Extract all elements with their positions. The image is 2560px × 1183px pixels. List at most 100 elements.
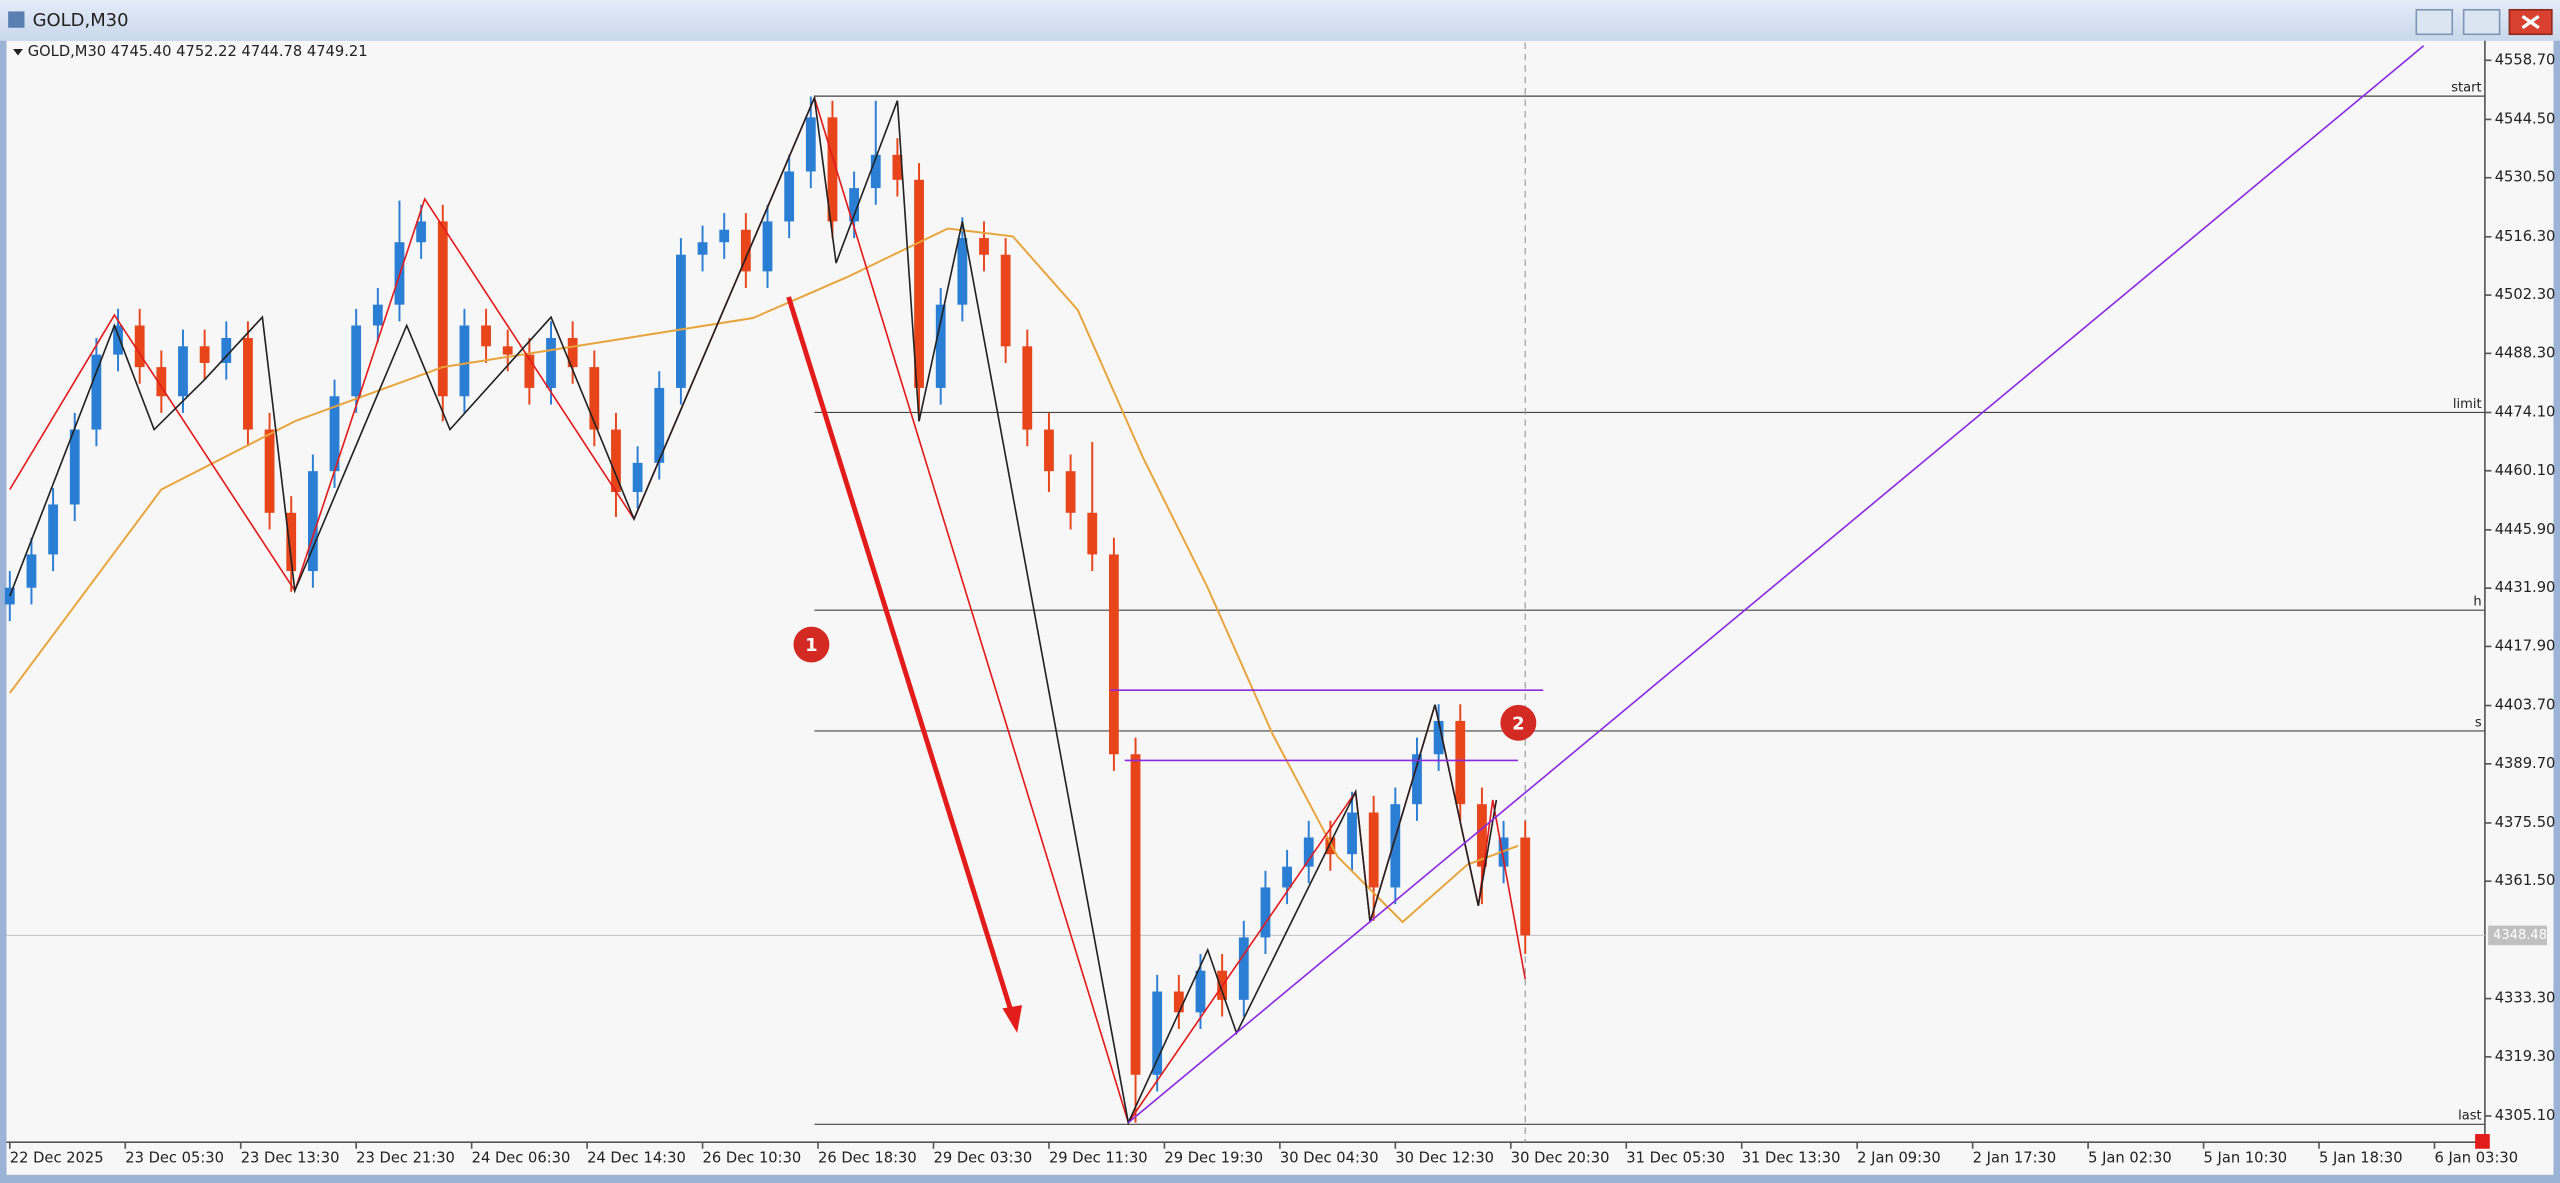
candle-body [481, 325, 491, 347]
candle-body [567, 337, 578, 368]
minimize-button[interactable] [2415, 8, 2454, 36]
annotation-label: 1 [805, 635, 817, 656]
candle-body [1065, 471, 1076, 513]
maximize-button[interactable] [2462, 8, 2501, 36]
x-tick-label: 31 Dec 13:30 [1742, 1150, 1841, 1167]
candle-body [892, 154, 903, 180]
candle-body [1390, 804, 1401, 888]
candle-body [1303, 837, 1314, 867]
y-tick-label: 4502.30 [2495, 286, 2556, 303]
candle-body [1087, 512, 1098, 555]
candle-body [827, 117, 838, 222]
x-tick-label: 23 Dec 13:30 [241, 1150, 340, 1167]
current-price-label: 4348.48 [2493, 928, 2547, 943]
header-arrow [13, 48, 23, 56]
x-tick-label: 23 Dec 21:30 [356, 1150, 455, 1167]
x-tick-label: 24 Dec 06:30 [472, 1150, 571, 1167]
candle-body [286, 512, 297, 572]
candle-body [1130, 754, 1141, 1075]
arrow-head [1002, 1005, 1023, 1033]
candle-body [1195, 970, 1206, 1013]
current-price-box [2488, 925, 2547, 946]
candle-body [697, 242, 708, 255]
candle-body [1325, 837, 1336, 855]
y-tick-label: 4333.30 [2495, 990, 2556, 1007]
candle-body [1520, 837, 1531, 936]
candle-body [1108, 554, 1119, 755]
candle-body [1260, 887, 1271, 938]
candle-body [134, 325, 145, 368]
candle-body [546, 337, 556, 388]
candle-body [524, 354, 535, 388]
candle-body [784, 171, 795, 222]
x-tick-label: 5 Jan 18:30 [2319, 1150, 2403, 1167]
candle-body [416, 221, 427, 243]
candle-body [1152, 991, 1163, 1075]
indicator-line [9, 94, 1498, 1126]
candle-body [372, 304, 383, 326]
y-tick-label: 4431.90 [2495, 579, 2556, 596]
x-tick-label: 2 Jan 09:30 [1857, 1150, 1941, 1167]
plot: 4558.70 4544.50 4530.50 4516.30 4502.30 4488.… [4, 42, 2556, 1167]
candle-body [351, 325, 362, 397]
indicator-line [1127, 45, 2425, 1124]
candle-body [243, 337, 253, 430]
ohlc-header: GOLD,M30 4745.40 4752.22 4744.78 4749.21 [28, 43, 368, 60]
candle-body [935, 304, 946, 388]
candle-body [1238, 937, 1249, 1000]
candle-body [979, 238, 989, 255]
candle-body [91, 354, 102, 430]
x-tick-label: 23 Dec 05:30 [125, 1150, 224, 1167]
candle-body [156, 367, 167, 397]
y-tick-label: 4530.50 [2495, 169, 2556, 186]
candle-body [719, 229, 730, 243]
window-title: GOLD,M30 [33, 10, 129, 31]
candle-body [221, 337, 232, 363]
y-tick-label: 4544.50 [2495, 110, 2556, 127]
x-tick-label: 5 Jan 10:30 [2204, 1150, 2288, 1167]
candle-body [1433, 720, 1444, 755]
candle-body [113, 325, 123, 355]
candle-body [459, 325, 470, 397]
candle-body [740, 229, 751, 272]
level-label: last [2458, 1109, 2482, 1124]
candle-body [654, 387, 665, 463]
candle-body [1477, 804, 1487, 867]
candle-body [611, 429, 621, 492]
alert-icon [2475, 1134, 2490, 1149]
x-tick-label: 29 Dec 03:30 [933, 1150, 1032, 1167]
title-bar [0, 0, 2560, 41]
candle-body [502, 346, 513, 355]
y-tick-label: 4488.30 [2495, 344, 2556, 361]
x-tick-label: 24 Dec 14:30 [587, 1150, 686, 1167]
y-tick-label: 4445.90 [2495, 521, 2556, 538]
candle-body [1044, 429, 1054, 472]
annotation-marker [793, 626, 830, 663]
x-tick-label: 29 Dec 19:30 [1164, 1150, 1263, 1167]
candle-body [632, 462, 643, 492]
y-tick-label: 4305.10 [2495, 1107, 2556, 1124]
level-label: start [2451, 80, 2481, 95]
y-tick-label: 4558.70 [2495, 51, 2556, 68]
candle-body [264, 429, 275, 513]
x-tick-label: 6 Jan 03:30 [2434, 1150, 2518, 1167]
candle-body [26, 554, 37, 588]
y-tick-label: 4516.30 [2495, 228, 2556, 245]
level-label: h [2473, 595, 2481, 610]
y-tick-label: 4375.50 [2495, 814, 2556, 831]
annotation-marker [1500, 704, 1537, 741]
annotation-label: 2 [1512, 713, 1524, 734]
y-tick-label: 4361.50 [2495, 872, 2556, 889]
y-tick-label: 4403.70 [2495, 697, 2556, 714]
x-tick-label: 2 Jan 17:30 [1973, 1150, 2057, 1167]
indicator-line [9, 227, 1519, 924]
candle-body [1282, 866, 1292, 888]
candle-body [178, 346, 188, 397]
close-icon [2521, 14, 2540, 30]
candle-body [589, 367, 600, 430]
x-tick-label: 26 Dec 18:30 [818, 1150, 917, 1167]
x-tick-label: 22 Dec 2025 [10, 1150, 104, 1167]
candle-body [1455, 720, 1466, 805]
